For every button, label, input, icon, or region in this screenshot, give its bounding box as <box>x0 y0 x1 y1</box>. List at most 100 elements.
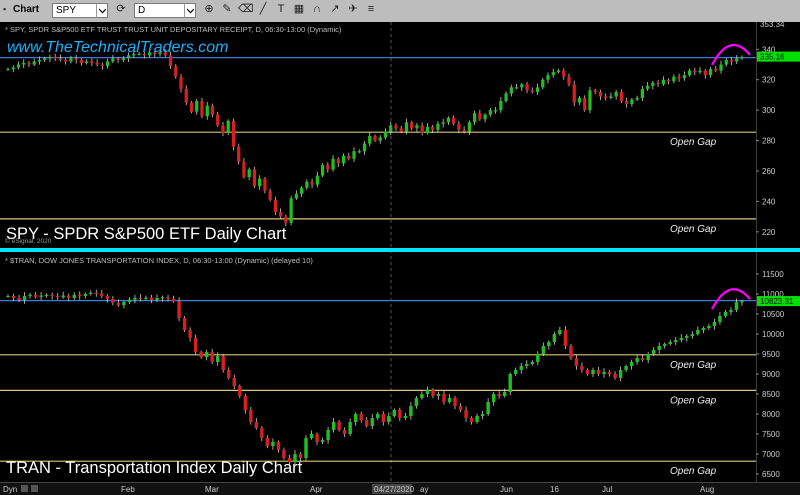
candle-body <box>210 352 214 362</box>
candle-body <box>72 294 76 298</box>
open-gap-annotation: Open Gap <box>670 224 717 235</box>
candle-body <box>696 330 700 334</box>
candle-body <box>105 61 110 67</box>
candle-body <box>200 101 204 117</box>
candle-body <box>403 416 408 418</box>
max-price-label: 353.34 <box>760 22 785 29</box>
candle-body <box>294 193 298 199</box>
candle-body <box>378 137 382 141</box>
candle-body <box>729 59 734 62</box>
crosshair-date-bg <box>372 484 412 494</box>
candle-body <box>199 352 203 358</box>
candle-body <box>398 410 402 418</box>
candle-body <box>410 122 414 129</box>
candle-body <box>100 293 104 296</box>
candle-body <box>646 354 650 360</box>
y-tick-label: 240 <box>762 197 776 206</box>
candle-body <box>562 70 566 77</box>
magnet-icon[interactable]: ∩ <box>313 3 321 15</box>
line-tool-icon[interactable]: ╱ <box>259 3 267 15</box>
candle-body <box>237 146 241 162</box>
candle-body <box>116 58 120 60</box>
time-axis-label: Feb <box>121 485 135 494</box>
candle-body <box>572 84 576 103</box>
candle-body <box>530 362 534 364</box>
candle-body <box>442 394 446 402</box>
y-tick-label: 300 <box>762 106 776 115</box>
panel-separator[interactable] <box>0 248 800 252</box>
candle-body <box>619 91 624 102</box>
candle-body <box>160 297 165 299</box>
refresh-icon[interactable]: ⟳ <box>116 3 126 15</box>
candle-body <box>6 296 10 298</box>
last-price-label: 10823.31 <box>760 297 794 306</box>
candle-body <box>651 82 655 86</box>
chart-menu[interactable]: Chart <box>13 4 40 15</box>
grid-icon[interactable]: ▦ <box>293 3 305 15</box>
candle-body <box>651 350 656 354</box>
zoom-icon[interactable]: ⊕ <box>204 3 214 15</box>
candle-body <box>158 52 162 54</box>
candle-body <box>707 326 711 328</box>
time-axis-label: Jun <box>500 485 513 494</box>
open-gap-annotation: Open Gap <box>670 466 717 477</box>
y-tick-label: 9500 <box>762 350 780 359</box>
candle-body <box>656 82 660 85</box>
candle-body <box>607 372 612 374</box>
candle-body <box>11 296 16 298</box>
interval-value: D <box>138 5 146 16</box>
draw-pencil-icon[interactable]: ✎ <box>222 3 232 15</box>
candle-body <box>189 102 194 112</box>
candle-body <box>467 122 471 132</box>
candle-body <box>394 125 398 129</box>
candle-body <box>464 410 468 418</box>
candle-body <box>137 53 141 56</box>
candle-body <box>567 76 571 85</box>
candle-body <box>100 64 104 67</box>
candle-body <box>640 88 645 98</box>
candle-body <box>453 398 457 406</box>
eraser-icon[interactable]: ⌫ <box>238 3 254 15</box>
candle-body <box>436 123 440 130</box>
candle-body <box>547 342 551 346</box>
candle-body <box>618 370 623 378</box>
candle-body <box>258 178 262 187</box>
candle-body <box>43 58 47 60</box>
menu-icon[interactable]: ≡ <box>367 3 375 15</box>
charts-area: * SPY, SPDR S&P500 ETF TRUST TRUST UNIT … <box>0 20 800 495</box>
candle-body <box>271 442 275 446</box>
candle-body <box>404 122 409 132</box>
candle-body <box>48 56 52 59</box>
interval-dropdown[interactable] <box>184 3 196 18</box>
candle-body <box>337 422 341 430</box>
open-gap-annotation: Open Gap <box>670 137 717 148</box>
candle-body <box>231 120 236 147</box>
chart-canvas[interactable]: * SPY, SPDR S&P500 ETF TRUST TRUST UNIT … <box>0 20 800 495</box>
candle-body <box>66 295 71 298</box>
candle-body <box>61 295 65 298</box>
candle-body <box>509 87 513 94</box>
candle-body <box>116 302 121 306</box>
candle-body <box>265 438 270 446</box>
twitter-icon[interactable]: ✈ <box>348 3 358 15</box>
candle-body <box>55 296 60 298</box>
candle-body <box>690 334 695 336</box>
candle-body <box>672 76 676 82</box>
candle-body <box>740 56 744 59</box>
candle-body <box>50 294 54 296</box>
candle-body <box>679 338 684 340</box>
share-icon[interactable]: ↗ <box>330 3 340 15</box>
candle-body <box>546 75 550 80</box>
panel-header: * SPY, SPDR S&P500 ETF TRUST TRUST UNIT … <box>5 25 342 34</box>
text-tool-icon[interactable]: T <box>277 3 285 15</box>
candle-body <box>352 151 356 159</box>
open-gap-annotation: Open Gap <box>670 395 717 406</box>
symbol-dropdown[interactable] <box>96 3 108 18</box>
candle-body <box>227 370 231 378</box>
candle-body <box>724 59 728 65</box>
candle-body <box>425 390 430 394</box>
candle-body <box>712 322 717 326</box>
candle-body <box>249 410 253 422</box>
candle-body <box>32 61 36 65</box>
